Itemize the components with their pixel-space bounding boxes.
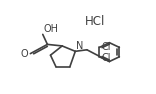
Text: Cl: Cl — [102, 53, 111, 63]
Text: N: N — [76, 41, 84, 51]
Text: HCl: HCl — [85, 15, 105, 28]
Text: O: O — [21, 49, 29, 59]
Text: Cl: Cl — [102, 42, 111, 52]
Text: OH: OH — [43, 24, 58, 34]
